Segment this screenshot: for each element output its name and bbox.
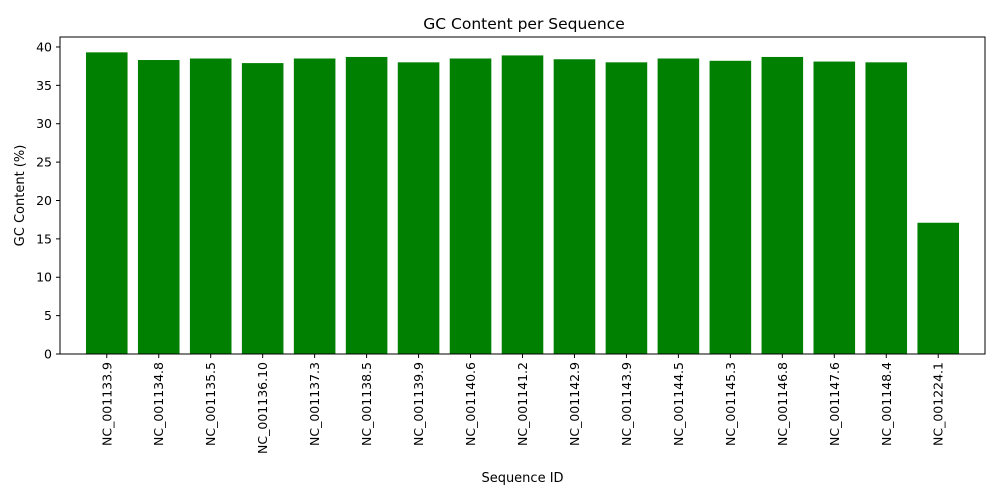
- x-tick-label: NC_001146.8: [775, 362, 790, 446]
- x-tick-label: NC_001137.3: [307, 362, 322, 446]
- y-tick-label: 5: [44, 308, 52, 323]
- x-tick-label: NC_001141.2: [515, 362, 530, 446]
- x-tick-label: NC_001136.10: [255, 362, 270, 454]
- x-tick-label: NC_001133.9: [99, 362, 114, 446]
- y-tick-label: 0: [44, 347, 52, 362]
- bar-NC_001137.3: [293, 58, 336, 355]
- x-tick-label: NC_001134.8: [151, 362, 166, 446]
- bar-NC_001147.6: [813, 61, 856, 355]
- x-axis: NC_001133.9 NC_001134.8 NC_001135.5 NC_0011…: [99, 354, 946, 454]
- x-tick-label: NC_001147.6: [827, 362, 842, 446]
- x-tick-label: NC_001143.9: [619, 362, 634, 446]
- x-axis-label: Sequence ID: [481, 471, 563, 486]
- x-tick-label: NC_001148.4: [879, 362, 894, 446]
- x-tick-label: NC_001139.9: [411, 362, 426, 446]
- x-tick-label: NC_001135.5: [203, 362, 218, 446]
- x-tick-label: NC_001142.9: [567, 362, 582, 446]
- bar-NC_001143.9: [605, 62, 648, 355]
- y-tick-label: 25: [36, 155, 52, 170]
- bar-NC_001148.4: [865, 62, 908, 355]
- bar-NC_001134.8: [137, 60, 180, 354]
- bar-NC_001133.9: [85, 52, 128, 355]
- x-tick-label: NC_001138.5: [359, 362, 374, 446]
- bar-NC_001140.6: [449, 58, 492, 355]
- bar-NC_001146.8: [761, 56, 804, 354]
- bar-NC_001145.3: [709, 60, 752, 354]
- y-tick-label: 20: [36, 193, 52, 208]
- bar-NC_001144.5: [657, 58, 700, 355]
- y-tick-label: 15: [36, 231, 52, 246]
- y-tick-label: 35: [36, 78, 52, 93]
- chart-title: GC Content per Sequence: [423, 15, 624, 33]
- bar-NC_001138.5: [345, 56, 388, 354]
- plot-area: [85, 52, 960, 355]
- y-tick-label: 30: [36, 116, 52, 131]
- y-axis: 0 5 10 15 20 25 30 35 40: [36, 39, 60, 362]
- x-tick-label: NC_001145.3: [723, 362, 738, 446]
- y-tick-label: 10: [36, 270, 52, 285]
- bar-NC_001136.10: [241, 63, 284, 354]
- bar-NC_001139.9: [397, 62, 440, 355]
- y-tick-label: 40: [36, 39, 52, 54]
- x-tick-label: NC_001224.1: [931, 362, 946, 446]
- bar-NC_001142.9: [553, 59, 596, 354]
- bar-NC_001141.2: [501, 55, 544, 355]
- bar-NC_001135.5: [189, 58, 232, 355]
- y-axis-label: GC Content (%): [13, 145, 28, 247]
- bar-NC_001224.1: [917, 222, 960, 354]
- x-tick-label: NC_001140.6: [463, 362, 478, 446]
- x-tick-label: NC_001144.5: [671, 362, 686, 446]
